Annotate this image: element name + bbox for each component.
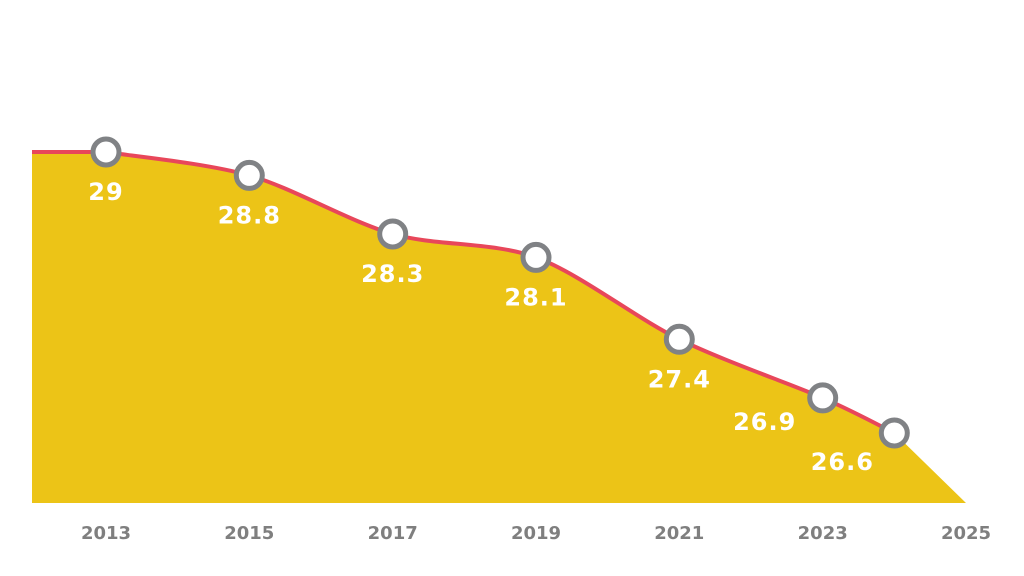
data-point-marker bbox=[90, 136, 122, 168]
x-axis-ticks: 2013 2015 2017 2019 2021 2023 2025 bbox=[81, 523, 991, 544]
data-point-marker bbox=[520, 241, 552, 273]
data-point-marker bbox=[377, 218, 409, 250]
data-point-marker bbox=[807, 382, 839, 414]
x-tick-label: 2023 bbox=[798, 523, 848, 544]
data-label: 27.4 bbox=[648, 365, 711, 393]
data-markers bbox=[90, 136, 910, 449]
data-point-marker bbox=[663, 323, 695, 355]
data-labels: 29 28.8 28.3 28.1 27.4 26.9 26.6 bbox=[88, 178, 874, 476]
x-tick-label: 2025 bbox=[941, 523, 991, 544]
data-point-marker bbox=[233, 159, 265, 191]
area-fill bbox=[32, 152, 966, 503]
data-label: 29 bbox=[88, 178, 123, 206]
data-label: 26.6 bbox=[811, 448, 874, 476]
x-tick-label: 2015 bbox=[224, 523, 274, 544]
data-label: 28.1 bbox=[504, 283, 567, 311]
data-label: 28.3 bbox=[361, 260, 424, 288]
x-tick-label: 2013 bbox=[81, 523, 131, 544]
x-tick-label: 2021 bbox=[654, 523, 704, 544]
data-label: 28.8 bbox=[218, 201, 281, 229]
data-label: 26.9 bbox=[733, 408, 796, 436]
data-point-marker bbox=[878, 417, 910, 449]
x-tick-label: 2017 bbox=[368, 523, 418, 544]
x-tick-label: 2019 bbox=[511, 523, 561, 544]
